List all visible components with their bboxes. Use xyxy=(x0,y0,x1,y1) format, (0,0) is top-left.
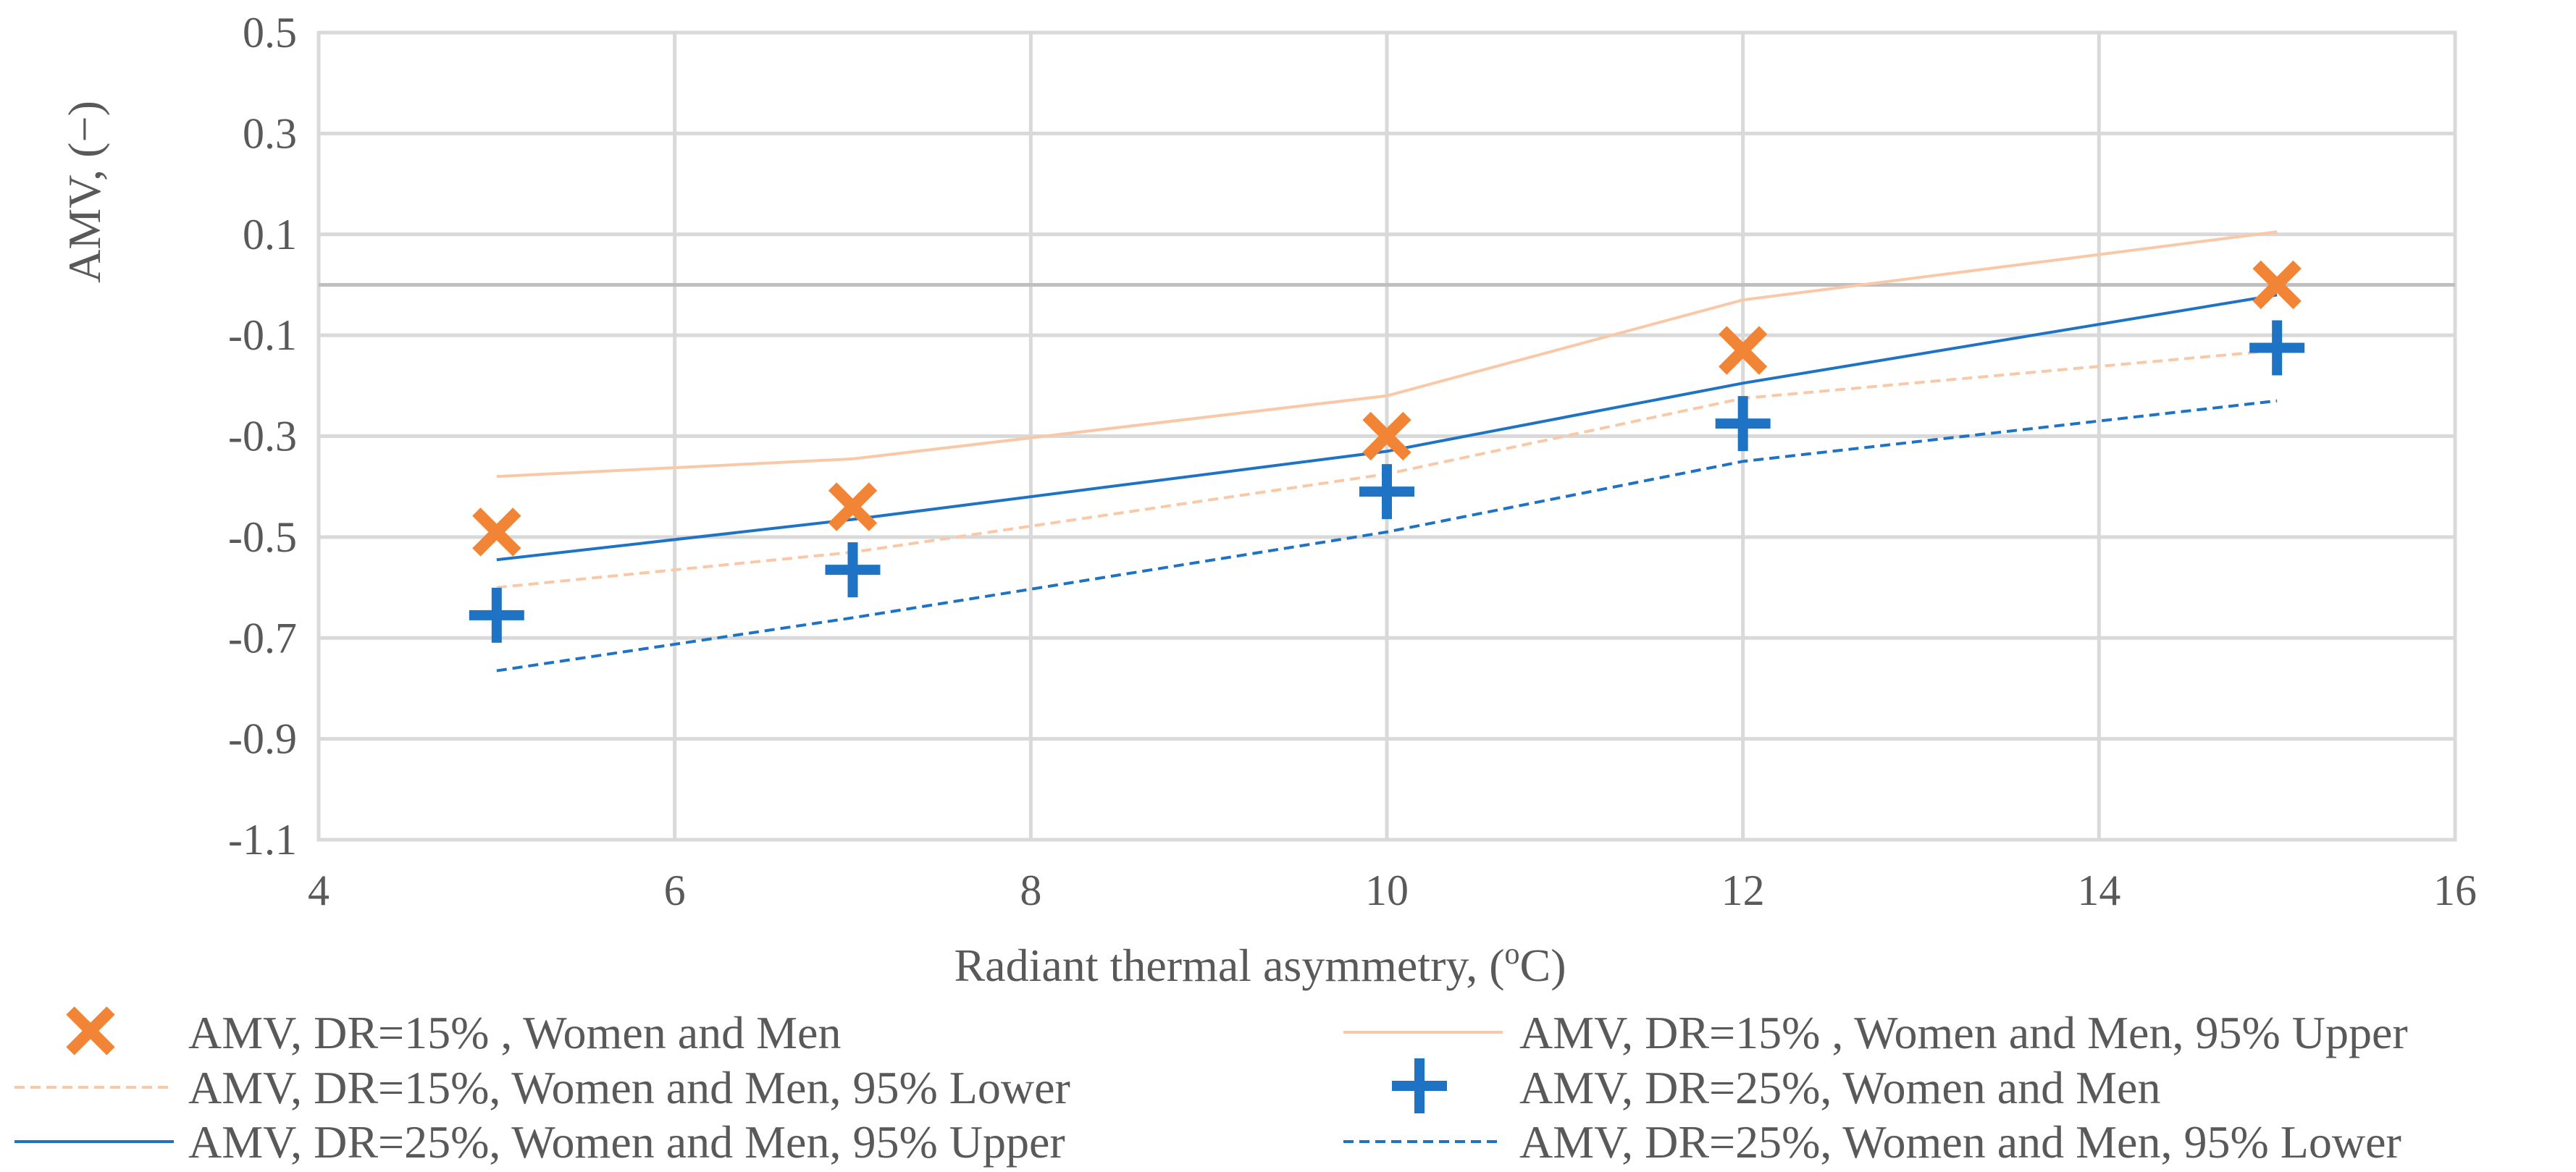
legend: AMV, DR=15% , Women and Men AMV, DR=15% ,… xyxy=(14,1006,2408,1168)
y-tick-label: -1.1 xyxy=(228,816,297,864)
y-tick-label: 0.3 xyxy=(243,109,297,157)
data-point xyxy=(469,587,524,643)
legend-item: AMV, DR=15%, Women and Men, 95% Lower xyxy=(14,1062,1070,1113)
x-axis-ticks: 4 6 8 10 12 14 16 xyxy=(308,867,2477,914)
data-point xyxy=(1362,411,1411,461)
legend-item: AMV, DR=25%, Women and Men xyxy=(1392,1058,2160,1113)
x-axis-title-superscript: o xyxy=(1505,937,1520,971)
x-tick-label: 8 xyxy=(1020,867,1041,914)
legend-label: AMV, DR=15%, Women and Men, 95% Lower xyxy=(188,1062,1070,1113)
data-point xyxy=(1359,464,1414,520)
y-tick-label: -0.5 xyxy=(228,513,297,561)
legend-label: AMV, DR=15% , Women and Men, 95% Upper xyxy=(1519,1007,2408,1058)
series-line xyxy=(496,230,2278,479)
series-line xyxy=(496,399,2278,673)
y-tick-label: -0.3 xyxy=(228,413,297,460)
legend-label: AMV, DR=25%, Women and Men, 95% Lower xyxy=(1519,1116,2401,1168)
legend-marker xyxy=(66,1006,115,1055)
series-line xyxy=(496,293,2278,562)
x-tick-label: 10 xyxy=(1365,867,1409,914)
x-axis-title-suffix: C) xyxy=(1520,940,1566,991)
plot-area-border xyxy=(316,30,2457,842)
legend-marker xyxy=(1392,1058,1447,1113)
y-tick-label: -0.1 xyxy=(228,311,297,359)
legend-label: AMV, DR=25%, Women and Men, 95% Upper xyxy=(188,1116,1065,1168)
x-tick-label: 4 xyxy=(308,867,330,914)
data-point xyxy=(472,507,521,557)
y-tick-label: 0.5 xyxy=(243,9,297,56)
data-point xyxy=(2252,260,2302,310)
data-point xyxy=(1715,396,1771,452)
y-tick-label: -0.7 xyxy=(228,614,297,662)
y-axis-ticks: 0.5 0.3 0.1 -0.1 -0.3 -0.5 -0.7 -0.9 -1.1 xyxy=(228,9,297,864)
legend-item: AMV, DR=15% , Women and Men xyxy=(66,1006,841,1058)
legend-label: AMV, DR=15% , Women and Men xyxy=(188,1007,841,1058)
data-point xyxy=(1719,326,1768,375)
y-axis-title: AMV, (−) xyxy=(59,101,110,283)
legend-label: AMV, DR=25%, Women and Men xyxy=(1519,1062,2160,1113)
x-tick-label: 16 xyxy=(2433,867,2477,914)
data-point xyxy=(828,482,878,531)
x-axis-title: Radiant thermal asymmetry, (oC) xyxy=(954,937,1566,991)
x-tick-label: 6 xyxy=(664,867,686,914)
x-axis-title-main: Radiant thermal asymmetry, ( xyxy=(954,940,1504,991)
y-tick-label: 0.1 xyxy=(243,211,297,258)
series-layer xyxy=(469,230,2305,673)
data-point xyxy=(2249,320,2305,376)
x-tick-label: 14 xyxy=(2077,867,2120,914)
legend-item: AMV, DR=25%, Women and Men, 95% Lower xyxy=(1343,1116,2401,1168)
y-tick-label: -0.9 xyxy=(228,715,297,763)
data-point xyxy=(825,542,881,598)
x-tick-label: 12 xyxy=(1721,867,1765,914)
legend-item: AMV, DR=25%, Women and Men, 95% Upper xyxy=(14,1116,1065,1168)
legend-item: AMV, DR=15% , Women and Men, 95% Upper xyxy=(1343,1007,2408,1058)
